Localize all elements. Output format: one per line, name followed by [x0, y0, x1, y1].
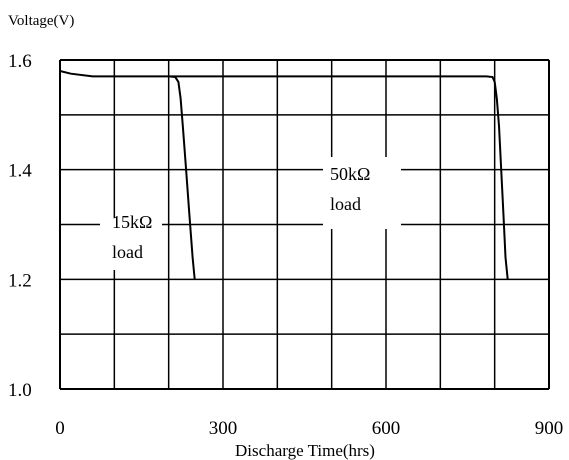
series-label-bg [323, 157, 401, 229]
x-tick-label: 600 [372, 418, 401, 439]
y-tick-label: 1.0 [8, 380, 32, 401]
series-label-1: 15kΩ [112, 212, 152, 232]
series-label-bg [100, 218, 162, 270]
series-label-2: 50kΩ [330, 164, 370, 184]
series-lines [59, 70, 509, 280]
series-labels: 15kΩ load 50kΩ load [100, 157, 401, 270]
x-tick-label: 0 [55, 418, 65, 439]
series-label-1: load [112, 242, 143, 262]
y-tick-label: 1.4 [8, 161, 32, 182]
x-tick-label: 300 [209, 418, 238, 439]
y-tick-label: 1.6 [8, 51, 32, 72]
series-line-1 [59, 70, 196, 280]
y-axis-label: Voltage(V) [8, 13, 74, 29]
y-tick-label: 1.2 [8, 270, 32, 291]
series-line-2 [168, 75, 509, 280]
x-tick-label: 900 [535, 418, 564, 439]
tick-labels: 1.0 1.2 1.4 1.6 0 300 600 900 [8, 51, 563, 439]
series-label-2: load [330, 194, 361, 214]
x-axis-label: Discharge Time(hrs) [235, 441, 375, 460]
